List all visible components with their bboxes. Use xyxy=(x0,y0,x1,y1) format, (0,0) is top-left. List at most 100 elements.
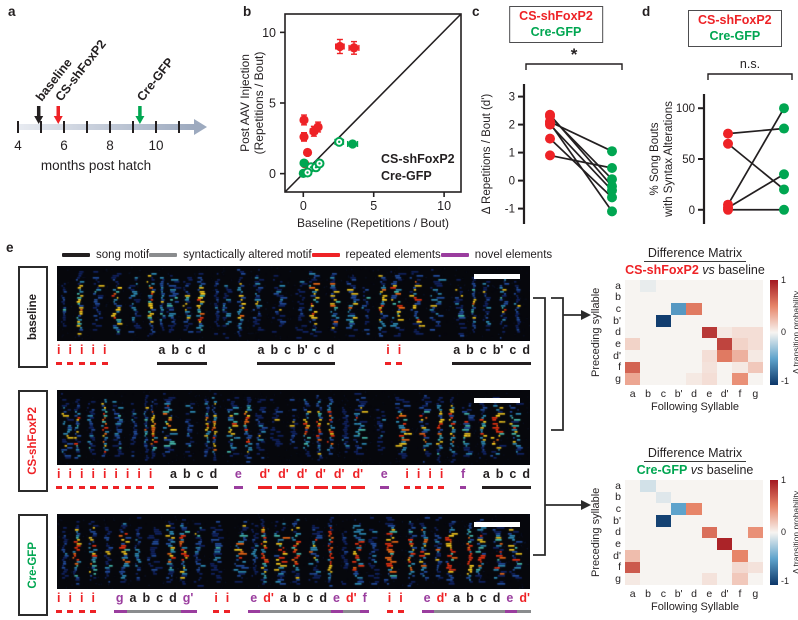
matrix-col-label: g xyxy=(752,588,759,600)
matrix-subtitle: Cre-GFP vs baseline xyxy=(595,463,795,477)
heatmap-cell xyxy=(732,550,748,562)
heatmap-cell xyxy=(732,491,748,504)
paired-point-post xyxy=(607,206,617,217)
svg-text:0: 0 xyxy=(509,176,515,188)
svg-text:6: 6 xyxy=(60,138,68,153)
underline-dash xyxy=(397,609,404,614)
syllable-token: i xyxy=(91,467,95,481)
panel-c-legend: CS-shFoxP2 Cre-GFP xyxy=(509,6,603,44)
legend-item-label: novel elements xyxy=(474,249,553,261)
matrix-row-label: b xyxy=(615,491,621,504)
underline-dash xyxy=(79,609,85,614)
syllable-token: i xyxy=(102,343,107,357)
syllable-token: e xyxy=(234,467,242,481)
heatmap-cell xyxy=(716,280,733,292)
heatmap-cell xyxy=(701,561,717,574)
svg-text:100: 100 xyxy=(676,103,695,115)
svg-text:1: 1 xyxy=(509,148,515,160)
underline-dash xyxy=(90,485,96,490)
syllable-token: f xyxy=(362,591,367,605)
syllable-labels-CS-shFoxP2: i i i i i i i i i a b c d e d' d' d' d' d' d' e i i i i f a b c d xyxy=(56,467,531,490)
matrix-col-labels: a b c b' d e d' f g xyxy=(625,389,763,400)
heatmap-cell xyxy=(655,526,671,539)
heatmap-cell xyxy=(640,315,656,327)
heatmap-cell xyxy=(732,280,748,292)
syllable-token: d xyxy=(319,591,327,605)
heatmap-cell xyxy=(716,526,733,539)
syllable-token: d' xyxy=(263,591,274,605)
syllable-token: i xyxy=(125,467,130,481)
syllable-token: d' xyxy=(519,591,530,605)
paired-point-post xyxy=(779,204,789,215)
legend-item-label: song motif xyxy=(96,249,150,261)
syllable-token: i xyxy=(214,591,218,605)
legend-item: song motif xyxy=(62,249,149,261)
spectrogram-baseline xyxy=(57,266,530,341)
heatmap-cell xyxy=(655,503,671,515)
underline-dash xyxy=(438,485,445,490)
heatmap-cell xyxy=(732,538,748,550)
heatmap-cell xyxy=(655,361,671,374)
underline-dash xyxy=(224,609,231,614)
matrix-col-label: d' xyxy=(720,388,729,400)
heatmap-cell xyxy=(686,480,702,492)
matrix-subtitle: CS-shFoxP2 vs baseline xyxy=(595,263,795,277)
heatmap-cell xyxy=(640,338,656,350)
heatmap-cell xyxy=(701,538,717,550)
heatmap-cell xyxy=(640,361,656,374)
heatmap-cell xyxy=(716,373,733,385)
syllable-token: e xyxy=(333,591,340,605)
arrow-to-cre-matrix-icon xyxy=(581,500,591,510)
grouping-brackets xyxy=(533,297,591,556)
heatmap-cell xyxy=(716,303,733,315)
colorbar-tick: 0 xyxy=(781,527,787,537)
row-label-text: baseline xyxy=(27,293,39,341)
heatmap-cell xyxy=(701,550,717,562)
panel-e-label: e xyxy=(6,240,14,255)
heatmap-cell xyxy=(701,573,717,585)
paired-point-post xyxy=(607,174,617,185)
svg-text:CS-shFoxP2: CS-shFoxP2 xyxy=(381,152,455,166)
syllable-token: i xyxy=(79,467,84,481)
heatmap-cell xyxy=(747,515,763,527)
syllable-token: i xyxy=(225,591,230,605)
heatmap-cell xyxy=(670,326,687,339)
heatmap-cell xyxy=(655,491,671,504)
underline-bar xyxy=(249,609,368,614)
heatmap-cell xyxy=(732,303,748,315)
syllable-token: i xyxy=(68,591,72,605)
matrix-row-label: a xyxy=(615,279,621,292)
panel-b: b 0 5 10 0 5 10 Baseline (Repetitions / Bout) P… xyxy=(235,0,470,235)
underline-dash xyxy=(102,361,108,366)
matrix-col-label: b xyxy=(645,588,651,600)
spectrogram-CS-shFoxP2 xyxy=(57,390,530,465)
scatter-point xyxy=(302,147,313,158)
syllable-token: i xyxy=(79,343,84,357)
paired-point-post xyxy=(607,163,617,173)
syllable-token: g xyxy=(115,591,124,605)
heatmap-cell xyxy=(701,338,717,350)
heatmap-cell xyxy=(686,503,702,515)
underline-bar xyxy=(169,485,219,490)
heatmap-cell xyxy=(655,280,671,292)
paired-point-post xyxy=(779,184,789,195)
syllable-group: g a b c d g' xyxy=(113,591,197,614)
heatmap-cell xyxy=(701,303,717,315)
syllable-token: i xyxy=(68,343,72,357)
heatmap-cell xyxy=(747,503,763,515)
matrix-row-label: d' xyxy=(613,549,621,562)
spectrogram-rows: baseline i i i i i a b c d a b c b' c d i i a b c b' c d CS-shFo… xyxy=(0,266,798,620)
heatmap-cell xyxy=(732,503,748,515)
heatmap-cell xyxy=(732,361,748,374)
syllable-token: c xyxy=(479,343,487,357)
svg-text:% Song Bouts: % Song Bouts xyxy=(649,122,661,195)
heatmap-cell xyxy=(716,350,733,362)
heatmap-cell xyxy=(625,573,641,585)
matrix-col-label: d xyxy=(691,388,697,400)
matrix-col-label: f xyxy=(738,388,742,400)
matrix-col-label: a xyxy=(629,388,636,400)
colorbar-tick: -1 xyxy=(781,576,790,586)
